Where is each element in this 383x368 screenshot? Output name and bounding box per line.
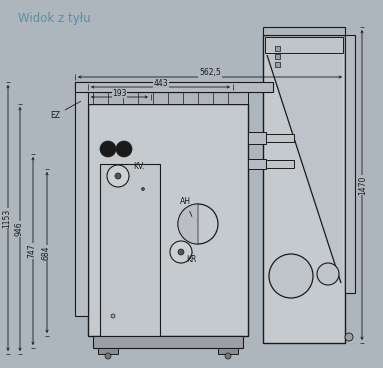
Bar bbox=[265, 37, 343, 53]
Circle shape bbox=[225, 353, 231, 359]
Bar bbox=[75, 82, 273, 92]
Circle shape bbox=[170, 241, 192, 263]
Bar bbox=[88, 92, 248, 104]
Circle shape bbox=[345, 333, 353, 341]
Bar bbox=[266, 134, 294, 142]
Circle shape bbox=[178, 249, 184, 255]
Text: 562,5: 562,5 bbox=[199, 68, 221, 78]
Circle shape bbox=[107, 165, 129, 187]
Bar bbox=[345, 35, 355, 293]
Circle shape bbox=[317, 263, 339, 285]
Polygon shape bbox=[267, 55, 341, 283]
Text: 747: 747 bbox=[28, 244, 36, 258]
Bar bbox=[263, 27, 345, 35]
Circle shape bbox=[269, 254, 313, 298]
Bar bbox=[98, 348, 118, 354]
Bar bbox=[266, 160, 294, 168]
Circle shape bbox=[116, 141, 132, 157]
Text: 443: 443 bbox=[153, 78, 168, 88]
Text: KR: KR bbox=[186, 255, 196, 265]
Circle shape bbox=[115, 173, 121, 179]
Circle shape bbox=[105, 353, 111, 359]
Bar bbox=[248, 159, 266, 169]
Bar bbox=[96, 84, 240, 92]
Circle shape bbox=[141, 188, 144, 191]
Text: KV.: KV. bbox=[133, 162, 145, 171]
Text: 1470: 1470 bbox=[358, 175, 368, 195]
Bar bbox=[75, 82, 88, 316]
Text: 684: 684 bbox=[41, 245, 51, 260]
Circle shape bbox=[178, 204, 218, 244]
Text: 1153: 1153 bbox=[3, 208, 11, 228]
Wedge shape bbox=[178, 204, 198, 244]
Text: Widok z tyłu: Widok z tyłu bbox=[18, 12, 91, 25]
Bar bbox=[88, 104, 248, 336]
Bar bbox=[275, 54, 280, 59]
Bar bbox=[275, 46, 280, 51]
Circle shape bbox=[111, 314, 115, 318]
Bar bbox=[218, 348, 238, 354]
Bar bbox=[263, 35, 345, 343]
Text: 193: 193 bbox=[112, 88, 127, 98]
Text: AH: AH bbox=[180, 197, 192, 216]
Circle shape bbox=[100, 141, 116, 157]
Bar bbox=[100, 164, 160, 336]
Bar bbox=[275, 62, 280, 67]
Bar bbox=[248, 132, 266, 144]
Text: 946: 946 bbox=[15, 222, 23, 236]
Bar bbox=[93, 336, 243, 348]
Text: EZ: EZ bbox=[50, 101, 80, 120]
